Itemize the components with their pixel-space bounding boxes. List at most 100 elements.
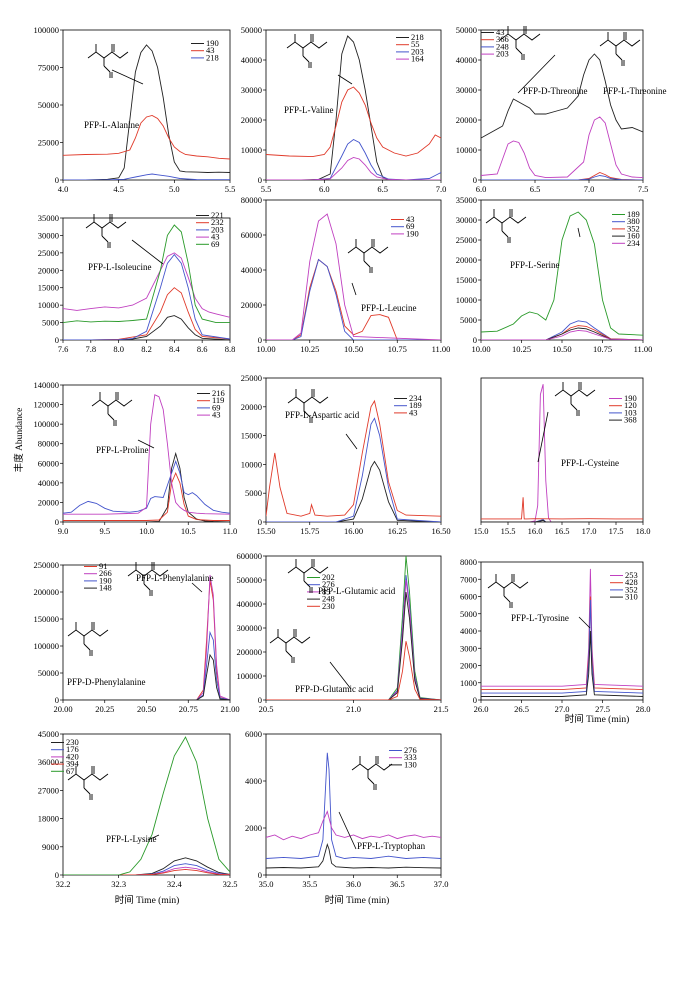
x-tick-label: 9.5	[99, 526, 110, 536]
x-tick-label: 17.5	[609, 526, 624, 536]
x-tick-label: 16.50	[431, 526, 450, 536]
plot-frame	[265, 199, 442, 341]
y-tick-label: 20000	[38, 497, 59, 507]
legend-entry: 333	[404, 752, 417, 762]
y-tick-label: 0	[55, 175, 59, 185]
x-tick-label: 27.0	[555, 704, 570, 714]
series-line-276	[266, 752, 441, 859]
series-line-248	[481, 175, 643, 180]
y-tick-label: 0	[55, 517, 59, 527]
callout-line	[537, 411, 549, 463]
chart-proline: 9.0 9.5 10.0 10.5 11.0 0 20000 40000 60000 80000 1…	[34, 380, 238, 536]
legend-entry: 43	[211, 232, 220, 242]
series-line-310	[481, 630, 643, 697]
glutamic-structure-l	[287, 559, 329, 593]
y-tick-label: 15000	[38, 283, 59, 293]
x-tick-label: 11.0	[223, 526, 238, 536]
x-tick-label: 11.00	[432, 344, 451, 354]
chart-cysteine: 15.0 15.5 16.0 16.5 17.0 17.5 18.0 190120103368…	[474, 377, 650, 536]
chart-leucine: 10.00 10.25 10.50 10.75 11.00 0 20000 40000 6000…	[241, 195, 451, 354]
y-tick-label: 20000	[456, 255, 477, 265]
x-tick-label: 36.0	[346, 879, 361, 889]
tryptophan-structure	[351, 756, 393, 790]
y-tick-label: 0	[258, 695, 262, 705]
x-tick-label: 17.0	[582, 526, 597, 536]
legend-entry: 43	[206, 45, 215, 55]
y-tick-label: 200000	[34, 587, 60, 597]
plot-frame	[265, 29, 442, 181]
legend-entry: 234	[409, 393, 423, 403]
x-tick-label: 6.5	[377, 184, 388, 194]
y-tick-label: 9000	[42, 842, 59, 852]
x-tick-label: 15.0	[474, 526, 489, 536]
y-tick-label: 8000	[460, 557, 477, 567]
series-line-248	[266, 591, 441, 700]
x-axis-label-lysine: 时间 Time (min)	[115, 894, 180, 906]
legend-entry: 380	[627, 216, 640, 226]
legend-entry: 190	[99, 575, 112, 585]
x-tick-label: 8.4	[169, 344, 180, 354]
legend-entry: 276	[322, 579, 335, 589]
x-tick-label: 5.0	[169, 184, 180, 194]
x-tick-label: 4.0	[58, 184, 69, 194]
series-line-232	[63, 287, 230, 340]
y-tick-label: 10000	[241, 459, 262, 469]
legend-entry: 69	[212, 402, 221, 412]
compound-label-secondary: PFP-D-Glutamic acid	[295, 684, 374, 694]
y-tick-label: 5000	[245, 488, 262, 498]
compound-label: PFP-L-Glutamic acid	[318, 586, 396, 596]
x-tick-label: 20.00	[53, 704, 72, 714]
callout-line	[351, 282, 357, 296]
glutamic-structure-d	[269, 629, 311, 663]
series-line-234	[266, 460, 441, 522]
y-tick-label: 25000	[241, 373, 262, 383]
series-line-119	[63, 471, 230, 521]
compound-label: PFP-L-Threonine	[603, 86, 667, 96]
y-tick-label: 120000	[34, 400, 60, 410]
y-tick-label: 6000	[460, 592, 477, 602]
legend-entry: 203	[496, 49, 509, 59]
alanine-structure	[87, 44, 129, 78]
y-tick-label: 7000	[460, 574, 477, 584]
aspartic-structure	[287, 389, 329, 423]
series-line-394	[63, 868, 230, 875]
y-tick-label: 15000	[241, 431, 262, 441]
series-line-368	[481, 519, 643, 522]
callout-line	[345, 433, 358, 450]
y-tick-label: 0	[55, 695, 59, 705]
y-tick-label: 80000	[38, 439, 59, 449]
legend-entry: 352	[627, 223, 640, 233]
x-axis-label-tryptophan: 时间 Time (min)	[325, 894, 390, 906]
y-tick-label: 40000	[38, 478, 59, 488]
proline-structure	[91, 392, 133, 426]
x-tick-label: 5.5	[261, 184, 272, 194]
series-line-160	[481, 327, 643, 340]
y-tick-label: 20000	[241, 115, 262, 125]
x-tick-label: 8.8	[225, 344, 236, 354]
y-tick-label: 50000	[38, 668, 59, 678]
y-tick-label: 0	[258, 517, 262, 527]
chart-alanine: 4.0 4.5 5.0 5.5 0 25000 50000 75000 100000 190432…	[34, 25, 236, 194]
x-tick-label: 20.5	[259, 704, 274, 714]
threonine-structure-d	[499, 26, 541, 60]
legend-entry: 428	[625, 577, 638, 587]
x-tick-label: 6.0	[476, 184, 487, 194]
legend-entry: 189	[627, 209, 640, 219]
legend-entry: 366	[496, 34, 509, 44]
legend-entry: 253	[625, 570, 638, 580]
compound-label: PFP-L-Valine	[284, 105, 334, 115]
x-tick-label: 37.0	[434, 879, 449, 889]
legend-entry: 276	[404, 745, 417, 755]
x-tick-label: 16.25	[388, 526, 407, 536]
x-tick-label: 20.50	[137, 704, 156, 714]
plot-frame	[480, 377, 644, 523]
legend-entry: 310	[625, 592, 638, 602]
x-tick-label: 26.5	[514, 704, 529, 714]
legend-entry: 216	[212, 388, 225, 398]
x-tick-label: 15.75	[300, 526, 319, 536]
y-tick-label: 400000	[237, 599, 263, 609]
legend-entry: 119	[212, 395, 224, 405]
y-tick-label: 20000	[241, 402, 262, 412]
